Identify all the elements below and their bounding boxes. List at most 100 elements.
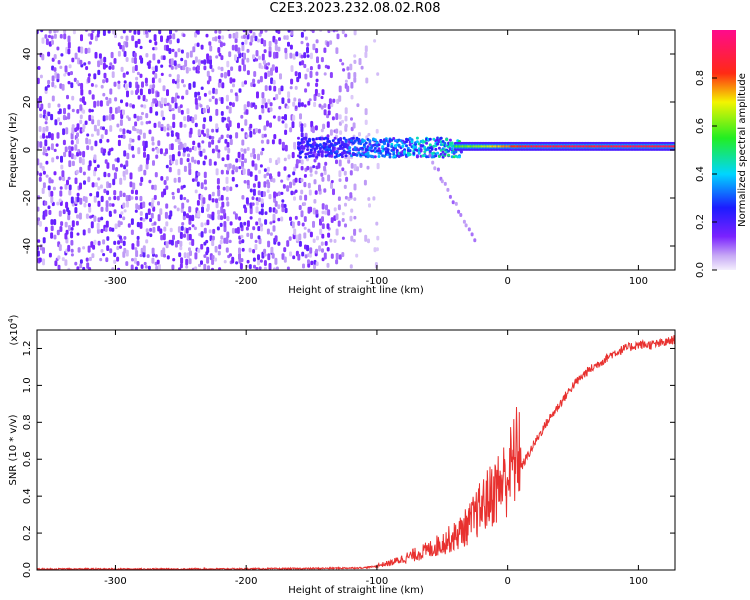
spectrogram-cell [318,245,322,252]
spectrogram-cell [303,226,307,230]
spectrogram-cell [37,66,41,70]
spectrogram-cell [191,214,195,222]
spectrogram-cell [443,152,447,156]
spectrogram-cell [213,161,217,166]
spectrogram-cell [321,216,324,223]
spectrogram-cell [220,194,224,201]
spectrogram-cell [87,76,91,83]
spectrogram-cell [310,260,314,266]
spectrogram-cell [249,216,253,220]
spectrogram-cell [300,31,304,38]
spectrogram-cell [206,70,210,77]
spectrogram-cell [238,253,241,261]
spectrogram-cell [179,104,183,109]
spectrogram-cell [338,178,342,182]
spectrogram-cell [80,82,84,90]
spectrogram-cell [344,140,348,143]
spectrogram-cell [331,146,335,150]
spectrogram-cell [129,103,133,108]
spectrogram-cell [87,176,91,183]
spectrogram-cell [454,150,458,154]
spectrogram-cell [76,192,80,197]
spectrogram-cell [135,196,138,201]
spectrogram-cell [217,66,221,70]
spectrogram-cell [82,171,86,176]
spectrogram-cell [307,100,311,106]
colorbar: 0.00.20.40.60.8 Normalized spectral ampl… [695,30,748,278]
spectrogram-cell [249,207,253,215]
spectrogram-cell [50,179,54,184]
spectrogram-cell [96,164,100,168]
spectrogram-cell [42,237,46,244]
spectrogram-cell [103,56,107,63]
spectrogram-cell [367,238,370,244]
spectrogram-cell [232,78,236,83]
spectrogram-cell [223,221,227,228]
spectrogram-cell [263,174,267,179]
spectrogram-cell [67,267,71,270]
spectrogram-cell [45,152,49,157]
spectrogram-cell [241,160,244,167]
spectrogram-cell [71,108,75,113]
spectrogram-cell [368,140,372,144]
spectrogram-cell [304,194,308,201]
spectrogram-cell [257,190,261,196]
spectrogram-cell [303,202,307,206]
spectrogram-cell [171,154,175,162]
spectrogram-cell [79,119,83,125]
spectrogram-cell [252,78,256,84]
spectrogram-cell [450,147,454,151]
spectrogram-cell [289,216,292,221]
spectrogram-cell [350,235,354,242]
spectrogram-cell [335,228,339,236]
spectrogram-cell [206,219,210,226]
spectrogram-cell [277,217,281,222]
spectrogram-cell [56,201,60,206]
spectrogram-cell [332,98,336,103]
spectrogram-cell [321,203,325,210]
spectrogram-cell [131,243,135,250]
spectrogram-cell [70,196,74,204]
spectrogram-cell [206,133,210,138]
spectrogram-cell [454,201,458,206]
spectrogram-cell [139,45,143,50]
spectrogram-cell [278,37,281,41]
spectrogram-cell [67,48,71,55]
spectrogram-cell [134,121,138,127]
spectrogram-cell [154,41,158,46]
spectrogram-cell [102,79,106,84]
spectrogram-cell [208,194,212,201]
spectrogram-cell [117,50,121,57]
spectrogram-cell [122,109,125,115]
spectrogram-cell [258,55,261,60]
spectrogram-cell [374,262,378,269]
spectrogram-cell [437,146,441,150]
spectrogram-cell [309,151,313,154]
spectrogram-cell [263,248,267,254]
spectrogram-cell [158,30,162,35]
spectrogram-cell [350,117,353,121]
spectrogram-cell [149,227,153,232]
spectrogram-cell [59,65,63,69]
spectrogram-cell [133,57,137,64]
spectrogram-cell [93,215,97,222]
spectrogram-cell [344,115,348,122]
spectrogram-cell [248,264,252,270]
spectrogram-cell [436,142,440,146]
spectrogram-cell [344,154,348,158]
spectrogram-cell [304,155,308,159]
spectrogram-cell [246,232,250,238]
spectrogram-cell [302,146,306,150]
spectrogram-cell [174,51,178,58]
spectrogram-cell [257,235,261,240]
spectrogram-cell [97,200,101,207]
spectrogram-cell [159,148,163,155]
spectrogram-cell [290,190,294,196]
spectrogram-cell [100,134,104,139]
spectrogram-cell [166,255,170,260]
spectrogram-cell [172,258,176,262]
spectrogram-cell [96,222,100,230]
spectrogram-cell [102,92,106,97]
spectrogram-cell [152,53,156,61]
spectrogram-cell [311,30,315,34]
